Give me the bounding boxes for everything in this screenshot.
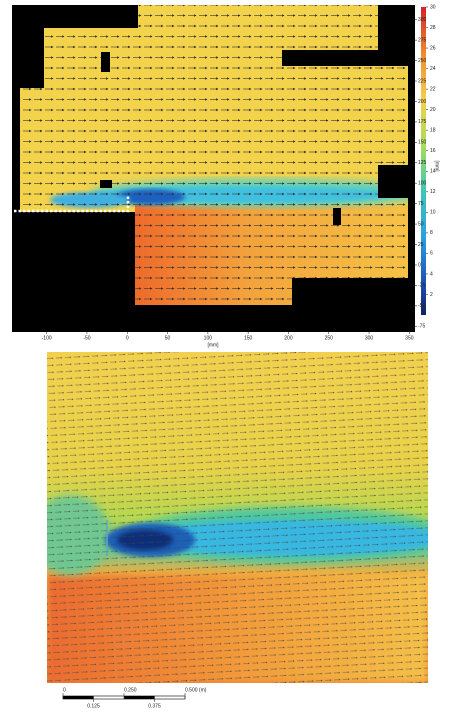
top-axes: -100 -50 0 50 100 150 200 250 300 350300275250225… bbox=[42, 4, 436, 341]
mask bbox=[333, 208, 341, 225]
y-tick-label: 0 bbox=[418, 262, 421, 268]
mask bbox=[100, 180, 112, 188]
x-tick-label: 0 bbox=[126, 335, 129, 341]
y-tick-label: 100 bbox=[418, 181, 427, 187]
x-axis-label: [mm] bbox=[207, 342, 219, 348]
x-tick-label: 250 bbox=[325, 335, 334, 341]
y-tick-label: 300 bbox=[418, 17, 427, 23]
mask bbox=[101, 52, 110, 72]
scale-bar-segment bbox=[63, 696, 94, 699]
scale-label: 0.375 bbox=[148, 703, 161, 709]
y-tick-label: 75 bbox=[418, 201, 424, 207]
y-tick-label: -75 bbox=[418, 324, 425, 330]
y-tick-label: 25 bbox=[418, 242, 424, 248]
colorbar-tick-label: 4 bbox=[430, 271, 433, 277]
colorbar-tick-label: 18 bbox=[430, 128, 436, 134]
colorbar-tick-label: 2 bbox=[430, 292, 433, 298]
x-tick-label: 100 bbox=[204, 335, 213, 341]
colorbar-tick-label: 12 bbox=[430, 189, 436, 195]
y-tick-label: 175 bbox=[418, 119, 427, 125]
x-tick-label: 150 bbox=[244, 335, 253, 341]
y-tick-label: 150 bbox=[418, 140, 427, 146]
y-axis-label: [mm] bbox=[434, 160, 440, 172]
y-tick-label: 225 bbox=[418, 78, 427, 84]
colorbar-tick-label: 6 bbox=[430, 251, 433, 257]
scale-label: 0.250 bbox=[124, 687, 137, 693]
colorbar bbox=[421, 7, 426, 315]
y-tick-label: 250 bbox=[418, 58, 427, 64]
colorbar-tick-label: 30 bbox=[430, 4, 436, 10]
wall-outline bbox=[14, 195, 130, 213]
scale-label: 0.125 bbox=[87, 703, 100, 709]
cfd-field bbox=[47, 352, 428, 683]
scale-bar: 0 0.250 0.500 (m) 0.125 0.375 bbox=[62, 687, 207, 709]
x-tick-label: 300 bbox=[365, 335, 374, 341]
colorbar-tick-label: 22 bbox=[430, 86, 436, 92]
scale-label: 0.500 (m) bbox=[185, 687, 207, 693]
colorbar-tick-label: 16 bbox=[430, 148, 436, 154]
colorbar-tick-label: 28 bbox=[430, 25, 436, 31]
colorbar-tick-label: 10 bbox=[430, 210, 436, 216]
x-tick-label: -100 bbox=[42, 335, 52, 341]
scale-label: 0 bbox=[63, 687, 66, 693]
mask bbox=[378, 165, 408, 198]
colorbar-tick-label: 26 bbox=[430, 45, 436, 51]
colorbar-tick-label: 8 bbox=[430, 230, 433, 236]
y-tick-label: 275 bbox=[418, 37, 427, 43]
colorbar-tick-label: 20 bbox=[430, 107, 436, 113]
x-tick-label: 50 bbox=[165, 335, 171, 341]
y-tick-label: -25 bbox=[418, 283, 425, 289]
colorbar-tick-label: 24 bbox=[430, 66, 436, 72]
scale-bar-segment bbox=[124, 696, 155, 699]
y-tick-label: -50 bbox=[418, 303, 425, 309]
y-tick-label: 50 bbox=[418, 221, 424, 227]
x-tick-label: -50 bbox=[83, 335, 90, 341]
y-tick-label: 200 bbox=[418, 99, 427, 105]
y-tick-label: 125 bbox=[418, 160, 427, 166]
x-tick-label: 350 bbox=[405, 335, 414, 341]
x-tick-label: 200 bbox=[284, 335, 293, 341]
colorbar-tick-label: 14 bbox=[430, 169, 436, 175]
